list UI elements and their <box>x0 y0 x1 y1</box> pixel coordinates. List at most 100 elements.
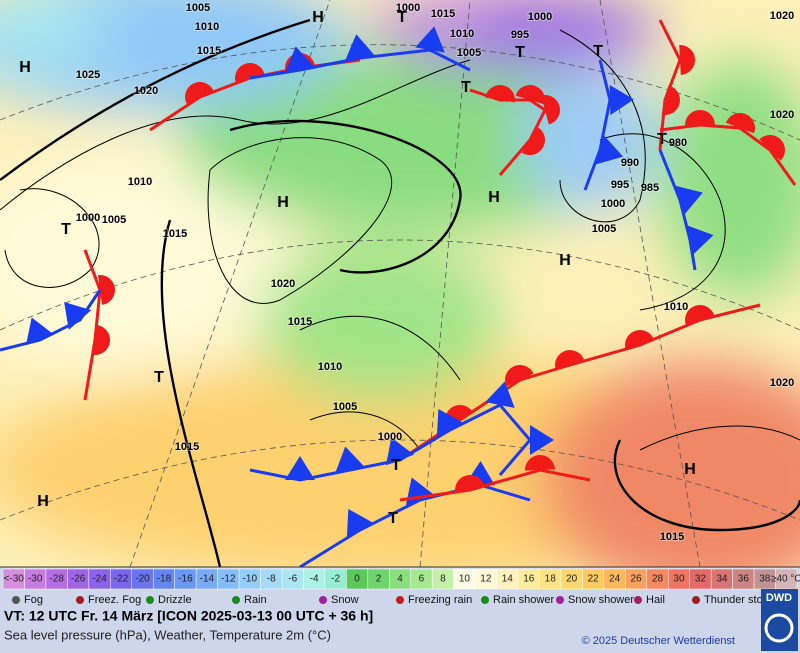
pressure-center: T <box>154 369 164 386</box>
legend-symbol <box>319 596 327 604</box>
pressure-label: 1015 <box>163 228 187 240</box>
pressure-label: 1005 <box>333 401 357 413</box>
map-area: 1005101010151025102010101005100010151020… <box>0 0 800 567</box>
pressure-center: H <box>559 252 571 269</box>
pressure-center: T <box>61 221 71 238</box>
pressure-label: 1020 <box>134 85 158 97</box>
pressure-label: 1010 <box>128 176 152 188</box>
scale-label: 38 <box>759 574 771 585</box>
legend-label: Freezing rain <box>408 594 472 606</box>
pressure-label: 1005 <box>102 214 126 226</box>
fronts <box>0 19 797 567</box>
pressure-label: 1005 <box>186 2 210 14</box>
scale-label: -22 <box>114 574 129 585</box>
pressure-label: 985 <box>641 182 659 194</box>
pressure-label: 990 <box>621 157 639 169</box>
legend-label: Thunder storm <box>704 594 776 606</box>
scale-label: 0 <box>354 574 360 585</box>
scale-label: 34 <box>716 574 728 585</box>
description: Sea level pressure (hPa), Weather, Tempe… <box>4 627 331 642</box>
pressure-label: 995 <box>611 179 629 191</box>
legend-symbol <box>76 596 84 604</box>
scale-label: -16 <box>178 574 193 585</box>
legend-symbol <box>146 596 154 604</box>
scale-label: 18 <box>545 574 557 585</box>
pressure-label: 1015 <box>288 316 312 328</box>
scale-label: 22 <box>588 574 600 585</box>
pressure-label: 1000 <box>76 212 100 224</box>
legend-label: Drizzle <box>158 594 192 606</box>
pressure-center: T <box>657 131 667 148</box>
scale-label: -14 <box>200 574 215 585</box>
legend-symbol <box>481 596 489 604</box>
legend-label: Rain shower <box>493 594 554 606</box>
legend-label: Snow shower <box>568 594 634 606</box>
legend-label: Fog <box>24 594 43 606</box>
scale-label: -10 <box>243 574 258 585</box>
scale-label: 24 <box>609 574 621 585</box>
legend-symbol <box>556 596 564 604</box>
pressure-center: T <box>593 43 603 60</box>
pressure-label: 1000 <box>601 198 625 210</box>
pressure-label: 1010 <box>195 21 219 33</box>
pressure-label: 1020 <box>770 109 794 121</box>
pressure-label: 1015 <box>660 531 684 543</box>
scale-label: -26 <box>71 574 86 585</box>
legend-label: Rain <box>244 594 267 606</box>
pressure-center: H <box>488 189 500 206</box>
pressure-label: 1000 <box>528 11 552 23</box>
scale-label: -6 <box>288 574 297 585</box>
scale-label: -8 <box>267 574 276 585</box>
legend-label: Snow <box>331 594 359 606</box>
scale-label: 20 <box>566 574 578 585</box>
legend-label: Freez. Fog <box>88 594 141 606</box>
pressure-center: T <box>461 79 471 96</box>
scale-label: 8 <box>440 574 446 585</box>
scale-label: 4 <box>397 574 403 585</box>
pressure-label: 1010 <box>450 28 474 40</box>
pressure-label: 995 <box>511 29 529 41</box>
pressure-label: 1000 <box>378 431 402 443</box>
pressure-center: H <box>277 194 289 211</box>
legend-label: Hail <box>646 594 665 606</box>
scale-label: -4 <box>310 574 319 585</box>
legend-symbol <box>396 596 404 604</box>
legend-symbol <box>692 596 700 604</box>
logo-icon <box>764 613 794 643</box>
pressure-center: H <box>19 59 31 76</box>
pressure-label: 1025 <box>76 69 100 81</box>
pressure-center: T <box>397 9 407 26</box>
scale-label: -20 <box>135 574 150 585</box>
pressure-center: T <box>388 510 398 527</box>
pressure-center: T <box>515 44 525 61</box>
pressure-label: 1020 <box>770 377 794 389</box>
scale-label: -30 <box>28 574 43 585</box>
scale-label: 16 <box>523 574 535 585</box>
pressure-label: 1010 <box>664 301 688 313</box>
pressure-label: 1005 <box>592 223 616 235</box>
pressure-center: T <box>391 457 401 474</box>
scale-label: 36 <box>738 574 750 585</box>
scale-label: -24 <box>92 574 107 585</box>
scale-label: -28 <box>49 574 64 585</box>
pressure-label: 1015 <box>197 45 221 57</box>
pressure-label: 980 <box>669 137 687 149</box>
scale-label: 14 <box>502 574 514 585</box>
valid-time: VT: 12 UTC Fr. 14 März [ICON 2025-03-13 … <box>4 608 373 624</box>
pressure-center: H <box>684 461 696 478</box>
scale-label: 2 <box>376 574 382 585</box>
scale-label: -18 <box>157 574 172 585</box>
scale-label: -2 <box>331 574 340 585</box>
pressure-label: 1000 <box>396 2 420 14</box>
pressure-label: 1005 <box>457 47 481 59</box>
scale-label: -12 <box>221 574 236 585</box>
pressure-label: 1015 <box>175 441 199 453</box>
scale-label: 10 <box>459 574 471 585</box>
pressure-center: H <box>37 493 49 510</box>
pressure-center: H <box>312 9 324 26</box>
pressure-label: 1010 <box>318 361 342 373</box>
copyright: © 2025 Deutscher Wetterdienst <box>582 635 735 647</box>
scale-label: 6 <box>419 574 425 585</box>
